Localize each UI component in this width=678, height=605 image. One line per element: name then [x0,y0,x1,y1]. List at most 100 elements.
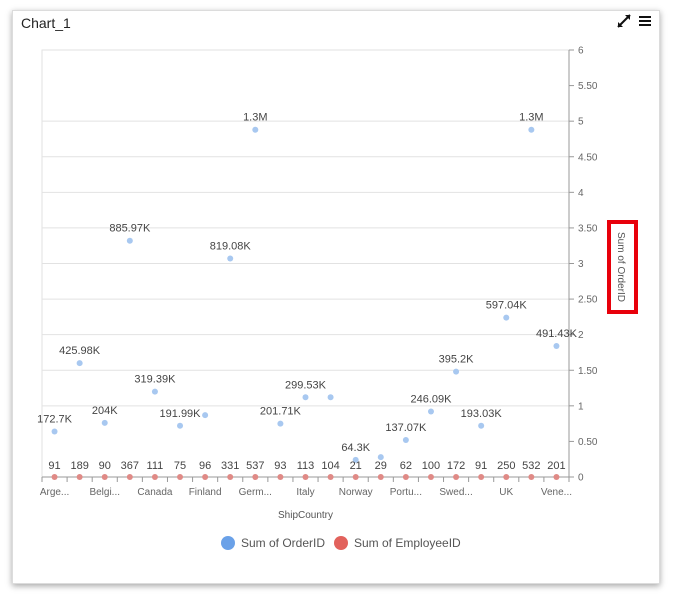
chart-marks [51,126,560,480]
employeeid-point [101,474,108,480]
orderid-point [76,360,83,367]
employeeid-data-label: 21 [350,460,362,472]
x-tick-label: Germ... [239,487,272,498]
orderid-point [352,456,359,463]
legend-item-orderid[interactable]: Sum of OrderID [221,536,325,550]
x-tick-label: Swed... [439,487,472,498]
employeeid-point [302,474,309,480]
x-tick-label: UK [499,487,513,498]
orderid-point [151,388,158,395]
employeeid-point [427,474,434,480]
y2-tick-label: 3 [578,259,584,270]
orderid-data-label: 172.7K [37,413,73,425]
secondary-y-axis-title: Sum of OrderID [615,232,626,302]
orderid-data-label: 204K [92,405,118,417]
orderid-point [402,436,409,443]
employeeid-data-label: 250 [497,460,515,472]
employeeid-data-label: 90 [99,460,111,472]
employeeid-point [453,474,460,480]
employeeid-data-label: 93 [274,460,286,472]
employeeid-data-label: 96 [199,460,211,472]
orderid-data-label: 299.53K [285,379,327,391]
x-tick-label: Italy [296,487,314,498]
orderid-data-label: 395.2K [439,354,475,366]
employeeid-point [528,474,535,480]
chart-legend: Sum of OrderID Sum of EmployeeID [221,536,461,550]
employeeid-data-label: 189 [70,460,88,472]
employeeid-point [352,474,359,480]
employeeid-point [377,474,384,480]
y2-tick-label: 3.50 [578,223,598,234]
employeeid-point [327,474,334,480]
orderid-point [503,314,510,321]
employeeid-point [151,474,158,480]
orderid-data-label: 64.3K [341,442,370,454]
orderid-data-label: 246.09K [410,394,452,406]
orderid-point [101,419,108,426]
employeeid-data-label: 331 [221,460,239,472]
data-labels: 172.7K 425.98K 204K 885.97K 319.39K 191.99K 81… [37,112,577,472]
employeeid-point [503,474,510,480]
scatter-chart: 0 0.50 1 1.50 2 2.50 3 3.50 4 4.50 5 5.50 6 Arge... B… [37,46,638,550]
chart-widget: Chart_1 0 0.50 1 1.50 2 2.50 3 3.50 4 4.50 5 5.50 6 … [12,10,660,584]
y2-tick-label: 1 [578,401,584,412]
x-tick-label: Arge... [40,487,69,498]
y2-tick-label: 4 [578,188,584,199]
employeeid-data-label: 75 [174,460,186,472]
orderid-point [202,412,209,419]
orderid-point [528,126,535,133]
employeeid-point [402,474,409,480]
legend-marker-employeeid [334,536,348,550]
x-axis: Arge... Belgi... Canada Finland Germ... Italy… [40,476,572,498]
chart-gridlines [41,49,570,478]
orderid-data-label: 491.43K [536,328,578,340]
orderid-point [377,454,384,461]
y2-tick-label: 4.50 [578,152,598,163]
y2-tick-label: 1.50 [578,366,598,377]
employeeid-data-label: 111 [147,460,164,472]
orderid-point [277,420,284,427]
employeeid-data-label: 367 [121,460,139,472]
employeeid-data-label: 104 [321,460,339,472]
employeeid-point [252,474,259,480]
y2-axis-title-highlight [607,220,638,314]
orderid-data-label: 319.39K [134,374,176,386]
y2-tick-label: 0 [578,473,584,484]
employeeid-data-label: 62 [400,460,412,472]
expand-icon[interactable] [616,13,632,29]
y2-tick-label: 5.50 [578,81,598,92]
orderid-point [252,126,259,133]
widget-title: Chart_1 [21,15,71,31]
employeeid-point [126,474,133,480]
employeeid-point [277,474,284,480]
employeeid-data-label: 172 [447,460,465,472]
employeeid-data-label: 201 [547,460,565,472]
x-tick-label: Vene... [541,487,572,498]
employeeid-data-label: 91 [48,460,60,472]
orderid-point [302,394,309,401]
y2-tick-label: 2.50 [578,295,598,306]
employeeid-point [227,474,234,480]
employeeid-data-label: 29 [375,460,387,472]
orderid-point [327,394,334,401]
orderid-point [453,368,460,375]
legend-label-orderid: Sum of OrderID [241,536,325,550]
employeeid-point [76,474,83,480]
orderid-data-label: 191.99K [160,408,202,420]
x-tick-label: Portu... [390,487,422,498]
orderid-point [553,343,560,350]
employeeid-point [177,474,184,480]
orderid-data-label: 597.04K [486,300,528,312]
orderid-data-label: 885.97K [109,223,151,235]
x-tick-label: Belgi... [89,487,120,498]
employeeid-point [553,474,560,480]
employeeid-point [202,474,209,480]
legend-label-employeeid: Sum of EmployeeID [354,536,461,550]
orderid-data-label: 819.08K [210,241,252,253]
employeeid-data-label: 532 [522,460,540,472]
employeeid-point [478,474,485,480]
orderid-point [227,255,234,262]
legend-item-employeeid[interactable]: Sum of EmployeeID [334,536,461,550]
orderid-data-label: 425.98K [59,345,101,357]
hamburger-menu-icon[interactable] [637,13,653,29]
